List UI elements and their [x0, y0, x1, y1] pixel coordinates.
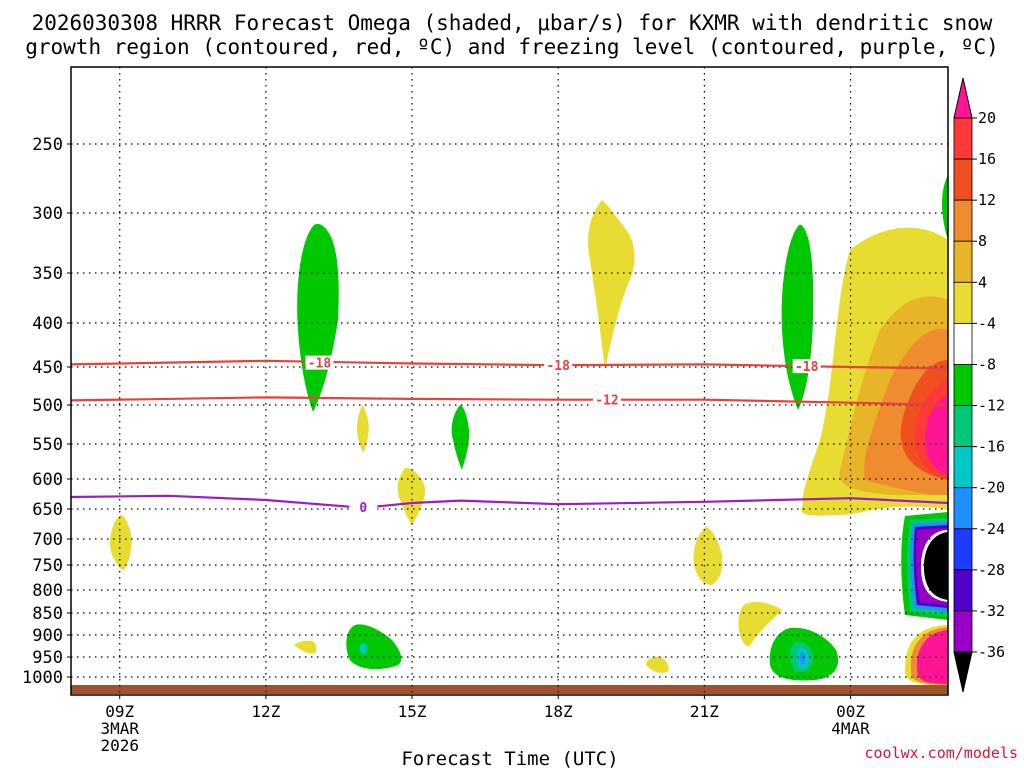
- omega-region: [693, 527, 723, 585]
- omega-region: [646, 656, 669, 673]
- omega-region: [916, 630, 948, 684]
- y-tick-label: 800: [32, 581, 63, 601]
- chart-title-line2: growth region (contoured, red, ºC) and f…: [25, 35, 999, 59]
- colorbar-swatch: [953, 158, 973, 201]
- colorbar-swatch: [953, 117, 973, 160]
- colorbar-bottom-arrow: [953, 651, 973, 693]
- contour-line: [70, 396, 949, 407]
- colorbar-swatch: [953, 364, 973, 406]
- omega-shading: [110, 175, 948, 686]
- y-tick-label: 250: [32, 135, 63, 155]
- y-tick-label: 750: [32, 556, 63, 576]
- y-tick-label: 850: [32, 604, 63, 624]
- colorbar-label: 12: [978, 191, 996, 209]
- colorbar: 20 16 12 8 4 -4 -8 -12 -16 -20 -24 -28 -32 -36: [953, 77, 1005, 693]
- colorbar-label: -12: [978, 397, 1005, 415]
- y-tick-label: 650: [32, 500, 63, 520]
- contour-labels: -18 -18 -18 -12 0: [305, 355, 821, 516]
- y-tick-label: 700: [32, 530, 63, 550]
- omega-region: [925, 395, 948, 475]
- contour-label-bg: [305, 355, 334, 370]
- omega-region: [359, 642, 368, 655]
- x-axis-label: Forecast Time (UTC): [401, 748, 618, 768]
- x-tick-label: 15Z: [398, 702, 427, 721]
- terrain-strip: [71, 685, 948, 694]
- omega-region: [294, 640, 317, 654]
- y-tick-label: 550: [32, 435, 63, 455]
- y-tick-label: 400: [32, 314, 63, 334]
- credit-text: coolwx.com/models: [864, 744, 1018, 762]
- x-tick-label: 00Z: [836, 702, 865, 721]
- contour-label: -18: [795, 360, 819, 375]
- x-tick-sublabel: 4MAR: [831, 719, 870, 738]
- colorbar-swatch: [953, 446, 973, 489]
- contour-label-bg: [592, 392, 621, 407]
- y-axis: 2503003504004505005506006507007508008509…: [22, 135, 71, 688]
- plot-frame: [70, 66, 949, 696]
- contour-label-bg: [792, 359, 821, 374]
- omega-region: [799, 651, 806, 665]
- omega-region: [451, 405, 470, 470]
- colorbar-swatch: [953, 569, 973, 612]
- y-tick-label: 1000: [22, 668, 63, 688]
- x-tick-sublabel: 3MAR: [100, 719, 139, 738]
- colorbar-label: -20: [978, 479, 1005, 497]
- colorbar-swatch: [953, 281, 973, 324]
- colorbar-swatch: [953, 199, 973, 242]
- y-tick-label: 900: [32, 626, 63, 646]
- omega-region: [923, 532, 948, 600]
- x-tick-label: 18Z: [544, 702, 573, 721]
- omega-region: [781, 224, 814, 410]
- omega-region: [110, 514, 132, 570]
- contour-label: 0: [359, 501, 367, 516]
- x-tick-label: 09Z: [105, 702, 134, 721]
- colorbar-label: 16: [978, 150, 996, 168]
- contour-label: -18: [308, 357, 332, 372]
- colorbar-label: -32: [978, 602, 1005, 620]
- x-tick-sublabel: 2026: [100, 736, 139, 755]
- colorbar-swatch: [953, 405, 973, 448]
- chart-title-line1: 2026030308 HRRR Forecast Omega (shaded, …: [32, 11, 993, 35]
- contour-label: -18: [546, 359, 570, 374]
- colorbar-swatch: [953, 528, 973, 571]
- contour-label-bg: [349, 500, 378, 515]
- colorbar-label: -8: [978, 355, 996, 373]
- colorbar-label: -28: [978, 561, 1005, 579]
- omega-region: [357, 405, 369, 452]
- colorbar-label: 8: [978, 232, 987, 250]
- colorbar-swatch: [953, 487, 973, 530]
- omega-region: [297, 223, 339, 412]
- colorbar-label: -36: [978, 643, 1005, 661]
- y-tick-label: 600: [32, 470, 63, 490]
- colorbar-label: -24: [978, 520, 1005, 538]
- contour-line: [70, 494, 949, 509]
- x-tick-label: 12Z: [251, 702, 280, 721]
- contour-label-bg: [544, 358, 573, 373]
- colorbar-label: 4: [978, 273, 987, 291]
- omega-region: [346, 624, 402, 670]
- y-tick-label: 350: [32, 264, 63, 284]
- plot-area: -18 -18 -18 -12 0: [70, 67, 949, 695]
- grid: [71, 67, 948, 695]
- y-tick-label: 500: [32, 396, 63, 416]
- contour-label: -12: [595, 394, 618, 409]
- colorbar-swatch: [953, 322, 973, 365]
- colorbar-swatch: [953, 240, 973, 283]
- y-tick-label: 450: [32, 358, 63, 378]
- y-tick-label: 300: [32, 204, 63, 224]
- colorbar-label: -16: [978, 438, 1005, 456]
- colorbar-top-arrow: [953, 77, 973, 119]
- colorbar-label: -4: [978, 314, 996, 332]
- colorbar-label: 20: [978, 109, 996, 127]
- colorbar-swatch: [953, 610, 973, 653]
- x-tick-label: 21Z: [690, 702, 719, 721]
- y-tick-label: 950: [32, 648, 63, 668]
- omega-region: [397, 467, 426, 525]
- omega-region: [942, 175, 948, 240]
- omega-region: [588, 200, 635, 370]
